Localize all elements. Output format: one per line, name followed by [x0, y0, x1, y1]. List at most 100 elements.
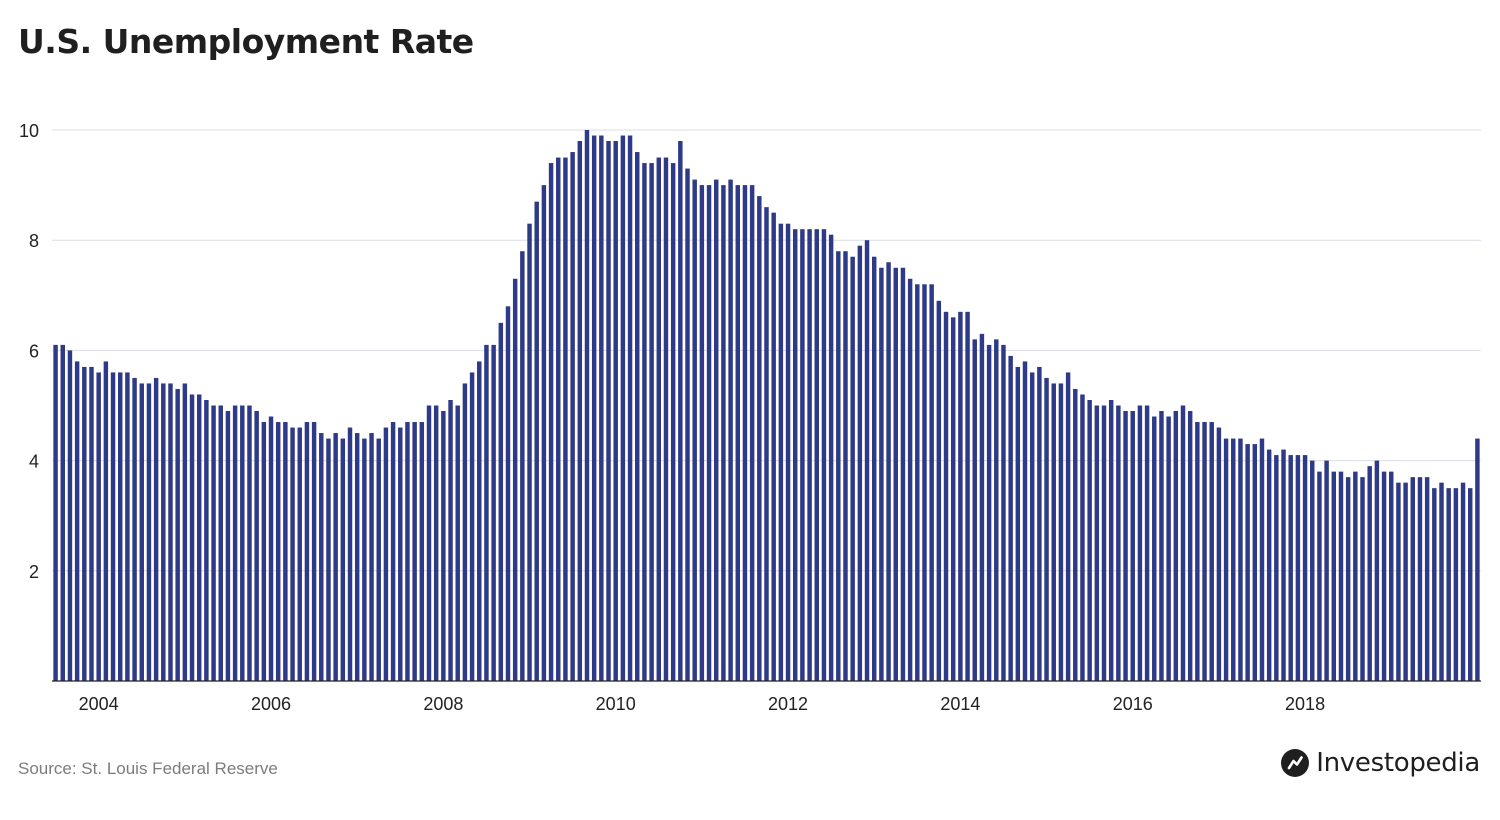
investopedia-brand[interactable]: Investopedia: [1280, 748, 1480, 778]
bar: [1360, 477, 1365, 681]
bar: [886, 262, 891, 681]
bar: [232, 405, 238, 681]
bar: [1123, 411, 1128, 681]
bar: [627, 135, 633, 681]
bar: [864, 240, 870, 681]
y-tick-label: 6: [29, 341, 39, 361]
bar: [534, 201, 539, 681]
bar: [89, 366, 94, 681]
bar: [462, 383, 468, 681]
bar: [333, 433, 338, 681]
bar: [319, 433, 324, 681]
bar: [1094, 405, 1100, 681]
bar: [283, 422, 288, 681]
bar: [161, 383, 166, 681]
bar: [1144, 405, 1150, 681]
bar: [943, 311, 949, 681]
bar: [1274, 455, 1279, 681]
bar: [132, 377, 137, 681]
bar: [1187, 411, 1193, 681]
bar: [1439, 482, 1444, 681]
investopedia-logo-icon: [1281, 749, 1310, 777]
bar: [1302, 455, 1308, 681]
bar: [1446, 488, 1451, 681]
bar: [1037, 366, 1042, 681]
bar: [175, 388, 180, 681]
bar: [1065, 372, 1071, 681]
bar: [785, 223, 791, 682]
bar: [383, 427, 389, 681]
bar: [498, 322, 504, 681]
bar: [1367, 466, 1372, 681]
bar: [1381, 471, 1387, 681]
bar: [1252, 444, 1258, 681]
bar: [764, 207, 769, 681]
bar: [929, 284, 934, 681]
bar: [225, 411, 231, 681]
bar: [843, 251, 848, 681]
bar: [1424, 477, 1430, 681]
bar: [714, 179, 719, 681]
bar: [369, 433, 374, 681]
x-tick-label: 2016: [1113, 694, 1153, 714]
bar: [196, 394, 202, 681]
bar: [1080, 394, 1085, 681]
bar: [96, 372, 101, 681]
bar: [189, 394, 195, 681]
bar: [1087, 399, 1092, 681]
bar: [326, 438, 331, 681]
bar: [1317, 471, 1322, 681]
bar: [1266, 449, 1272, 681]
bar: [692, 179, 697, 681]
bar: [1389, 471, 1394, 681]
bar: [405, 422, 410, 681]
bar-series: [53, 130, 1480, 682]
bar: [426, 405, 432, 681]
bar: [620, 135, 626, 681]
bar: [1008, 355, 1013, 681]
bar: [390, 422, 396, 681]
bar: [1073, 388, 1078, 681]
bar: [656, 157, 662, 682]
bar: [1288, 455, 1293, 681]
bar: [484, 344, 489, 681]
brand-name: Investopedia: [1316, 748, 1480, 778]
x-tick-label: 2008: [423, 694, 463, 714]
bar: [778, 223, 784, 682]
bar: [1238, 438, 1243, 681]
bar: [1259, 438, 1265, 681]
bar: [979, 333, 985, 681]
bar: [742, 185, 748, 681]
bar: [678, 141, 683, 681]
bar: [1231, 438, 1236, 681]
bar: [857, 245, 863, 681]
bar: [670, 163, 676, 681]
bar: [117, 372, 123, 681]
bar: [541, 185, 547, 681]
bar: [168, 383, 173, 681]
bar: [527, 223, 532, 682]
bar: [182, 383, 188, 681]
bar: [1396, 482, 1401, 681]
bar: [477, 361, 482, 681]
bar: [1108, 399, 1114, 681]
bar: [721, 185, 726, 681]
bar: [469, 372, 475, 681]
bar: [419, 422, 425, 681]
bar: [950, 317, 956, 681]
bar: [635, 152, 640, 682]
bar: [268, 416, 274, 681]
bar: [53, 344, 58, 681]
bar: [1453, 488, 1459, 681]
bar: [1101, 405, 1107, 681]
bar: [376, 438, 381, 681]
bar: [1152, 416, 1157, 681]
bar: [60, 344, 65, 681]
bar: [82, 366, 87, 681]
bar: [304, 422, 310, 681]
bar: [792, 229, 798, 681]
bar: [1295, 455, 1301, 681]
bar: [591, 135, 597, 681]
bar: [986, 344, 992, 681]
x-tick-label: 2010: [596, 694, 636, 714]
